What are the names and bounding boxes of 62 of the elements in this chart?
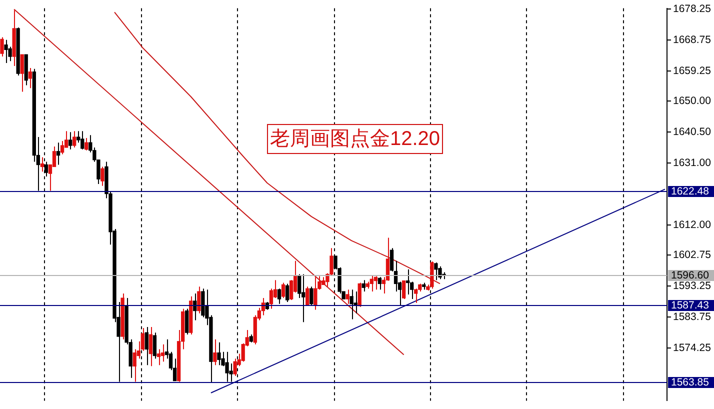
candlestick bbox=[434, 262, 438, 281]
candlestick bbox=[144, 326, 148, 366]
y-tick-label: 1602.75 bbox=[673, 249, 712, 262]
candlestick bbox=[350, 289, 354, 320]
candlestick bbox=[148, 326, 153, 367]
candlestick bbox=[68, 132, 72, 150]
y-tick-label: 1659.25 bbox=[673, 64, 712, 77]
candlestick bbox=[84, 138, 88, 151]
candlestick bbox=[80, 130, 84, 150]
y-tick-label: 1612.00 bbox=[673, 218, 712, 231]
candlestick bbox=[402, 280, 406, 300]
y-tick-label: 1678.25 bbox=[673, 3, 712, 16]
candlestick bbox=[213, 338, 217, 366]
candlestick bbox=[100, 166, 104, 186]
candlestick bbox=[152, 332, 157, 360]
candlestick bbox=[378, 276, 382, 290]
candlestick bbox=[185, 308, 189, 336]
y-tick-label: 1583.75 bbox=[673, 310, 712, 323]
candlestick bbox=[156, 348, 161, 366]
ref-line-label: 1596.60 bbox=[671, 269, 710, 282]
candlestick bbox=[302, 274, 306, 323]
candlestick bbox=[28, 67, 32, 89]
candlestick bbox=[438, 266, 442, 280]
text: 老周画图点金12.20 bbox=[267, 124, 444, 154]
candlestick bbox=[217, 342, 221, 366]
candlestick bbox=[346, 289, 350, 304]
candlestick bbox=[285, 283, 290, 302]
candlestick bbox=[20, 54, 24, 92]
y-tick-label: 1640.50 bbox=[673, 126, 712, 138]
candlestick bbox=[225, 351, 229, 382]
candlestick bbox=[160, 344, 165, 362]
candlestick bbox=[197, 286, 201, 314]
candlestick bbox=[362, 280, 366, 292]
ref-line-label: 1563.85 bbox=[671, 376, 710, 388]
candlestick bbox=[0, 36, 4, 58]
y-tick-label: 1650.00 bbox=[673, 95, 712, 108]
y-tick-label: 1668.75 bbox=[673, 34, 712, 46]
candlestick bbox=[132, 348, 136, 382]
ref-line-label: 1587.43 bbox=[671, 299, 710, 312]
y-tick-label: 1593.25 bbox=[673, 280, 712, 292]
candlestick bbox=[60, 140, 64, 155]
candlestick bbox=[370, 274, 374, 292]
candlestick bbox=[310, 286, 314, 306]
candlestick bbox=[406, 268, 410, 295]
candlestick bbox=[56, 142, 60, 166]
ref-line-label: 1622.48 bbox=[671, 185, 710, 198]
candlestick bbox=[314, 276, 318, 310]
candlestick bbox=[289, 280, 294, 300]
candlestick bbox=[306, 286, 310, 306]
candlestick bbox=[40, 156, 44, 172]
y-tick-label: 1574.25 bbox=[673, 342, 712, 354]
candlestick bbox=[414, 288, 418, 304]
candlestick bbox=[298, 274, 302, 299]
candlestick bbox=[72, 130, 76, 148]
y-tick-label: 1631.00 bbox=[673, 157, 712, 169]
candlestick bbox=[358, 282, 362, 308]
candlestick bbox=[374, 276, 378, 290]
candlestick bbox=[269, 288, 274, 310]
candlestick bbox=[233, 358, 237, 376]
candlestick bbox=[281, 282, 286, 299]
candlestick bbox=[4, 39, 8, 64]
candlestick bbox=[277, 288, 282, 304]
